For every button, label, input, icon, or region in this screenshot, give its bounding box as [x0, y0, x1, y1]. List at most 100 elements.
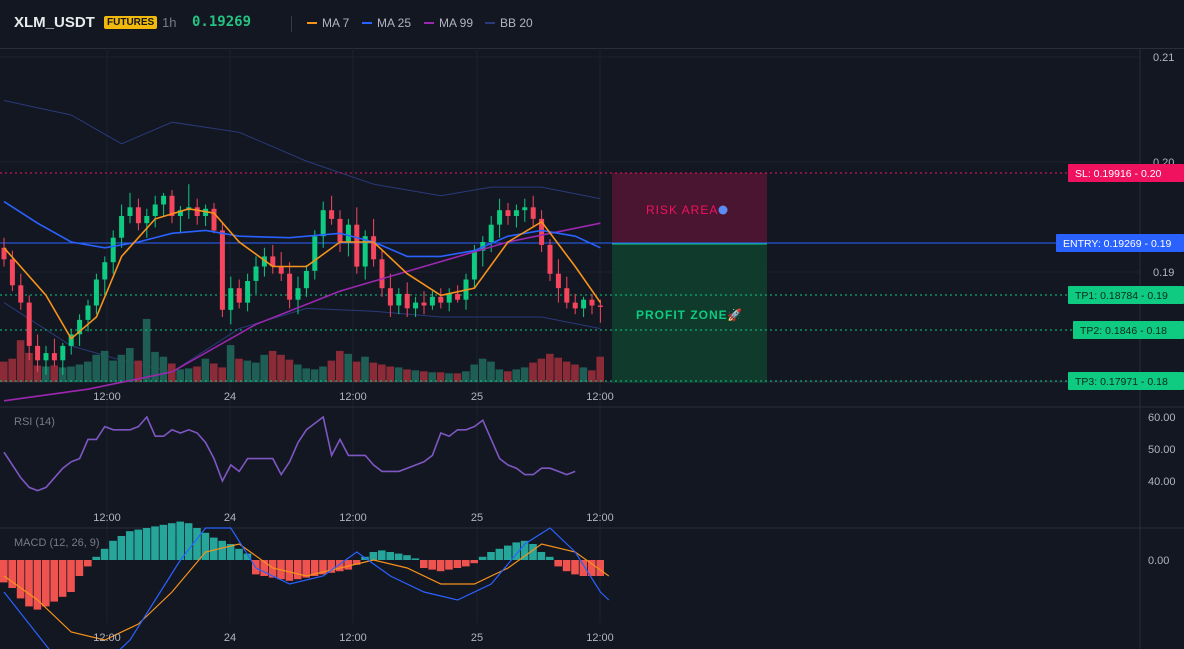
candle-body — [581, 299, 587, 309]
candle-body — [9, 259, 15, 286]
candle-body — [135, 207, 141, 224]
macd-histogram-bar — [218, 540, 226, 560]
volume-bar — [302, 368, 310, 382]
volume-bar — [92, 354, 100, 382]
candle-body — [446, 293, 452, 303]
volume-bar — [495, 369, 504, 382]
candle-body — [1, 247, 7, 260]
ma99-swatch — [424, 22, 434, 24]
candle-body — [194, 207, 200, 216]
candle-body — [312, 236, 318, 271]
tp3-tag-label: TP3: 0.17971 - 0.18 — [1075, 376, 1168, 388]
timeframe-label[interactable]: 1h — [162, 15, 177, 30]
ma25-swatch — [362, 22, 372, 24]
candle-body — [152, 204, 158, 216]
macd-histogram-bar — [386, 552, 394, 560]
profit-zone-label: PROFIT ZONE — [636, 308, 728, 322]
legend-bb20[interactable]: BB 20 — [485, 16, 533, 30]
volume-bar — [252, 362, 260, 382]
volume-bar — [487, 361, 495, 382]
macd-histogram-bar — [495, 548, 504, 560]
macd-histogram-bar — [529, 544, 537, 560]
candle-body — [26, 302, 32, 346]
macd-histogram-bar — [184, 523, 193, 560]
candle-body — [396, 293, 402, 306]
volume-bar — [25, 352, 33, 382]
macd-histogram-bar — [294, 560, 302, 580]
time-tick-label: 25 — [471, 632, 483, 644]
legend-ma7[interactable]: MA 7 — [307, 16, 349, 30]
macd-title: MACD (12, 26, 9) — [14, 537, 100, 549]
candle-body — [60, 345, 66, 361]
macd-histogram-bar — [562, 560, 571, 572]
macd-histogram-bar — [571, 560, 579, 575]
volume-bar — [67, 366, 75, 382]
entry-tag-label: ENTRY: 0.19269 - 0.19 — [1063, 238, 1172, 250]
volume-bar — [403, 369, 411, 382]
volume-bar — [235, 358, 243, 382]
legend-ma99[interactable]: MA 99 — [424, 16, 473, 30]
candle-body — [362, 236, 368, 267]
volume-bar — [294, 364, 302, 382]
candle-body — [329, 210, 335, 219]
ma25-line — [3, 200, 601, 258]
volume-bar — [210, 363, 218, 382]
volume-bar — [369, 362, 378, 382]
candle-body — [119, 216, 125, 238]
macd-histogram-bar — [42, 560, 50, 607]
volume-bar — [33, 365, 42, 382]
bb-upper-line — [3, 100, 601, 200]
candle-body — [177, 210, 183, 216]
time-tick-label: 25 — [471, 512, 483, 524]
candle-body — [421, 302, 427, 306]
candle-body — [455, 293, 461, 300]
candle-body — [513, 210, 519, 216]
trade-zones: RISK AREA PROFIT ZONE 🚀 — [612, 173, 767, 383]
candle-body — [211, 208, 217, 231]
volume-bar — [336, 350, 344, 382]
candle-body — [127, 207, 133, 216]
macd-histogram-bar — [193, 528, 201, 560]
volume-bar — [478, 358, 487, 382]
time-tick-label: 12:00 — [339, 512, 367, 524]
volume-bar — [142, 318, 151, 382]
volume-bar — [75, 364, 84, 382]
rsi-tick-label: 50.00 — [1148, 444, 1176, 456]
macd-pane: MACD (12, 26, 9) — [0, 521, 610, 649]
macd-histogram-bar — [92, 556, 100, 560]
symbol-label[interactable]: XLM_USDT — [14, 14, 95, 31]
macd-histogram-bar — [226, 544, 235, 560]
candle-body — [236, 288, 242, 303]
candle-body — [77, 319, 83, 335]
ma7-line — [3, 207, 602, 340]
volume-bar — [184, 368, 193, 382]
candle-body — [85, 305, 91, 320]
tp2-tag-bg — [1073, 321, 1184, 339]
candle-body — [404, 293, 410, 309]
legend-ma25[interactable]: MA 25 — [362, 16, 411, 30]
candle-body — [488, 224, 494, 242]
candle-body — [110, 237, 116, 263]
rocket-icon: 🚀 — [727, 308, 742, 322]
shield-icon — [718, 205, 728, 215]
macd-histogram-bar — [369, 552, 378, 560]
candle-body — [345, 224, 351, 242]
volume-bar — [512, 369, 520, 382]
macd-histogram-bar — [520, 540, 529, 560]
volume-bar — [327, 360, 336, 382]
volume-bar — [226, 345, 235, 382]
volume-bar — [571, 364, 579, 382]
macd-histogram-bar — [588, 560, 596, 576]
volume-bar — [117, 354, 126, 382]
volume-bar — [0, 361, 8, 382]
candle-body — [161, 195, 167, 205]
candle-body — [471, 250, 477, 280]
time-tick-label: 12:00 — [586, 632, 614, 644]
macd-histogram-bar — [243, 553, 252, 560]
volume-bar — [151, 351, 159, 382]
macd-histogram-bar — [546, 556, 554, 560]
rsi-tick-label: 40.00 — [1148, 476, 1176, 488]
macd-histogram-bar — [504, 545, 512, 560]
